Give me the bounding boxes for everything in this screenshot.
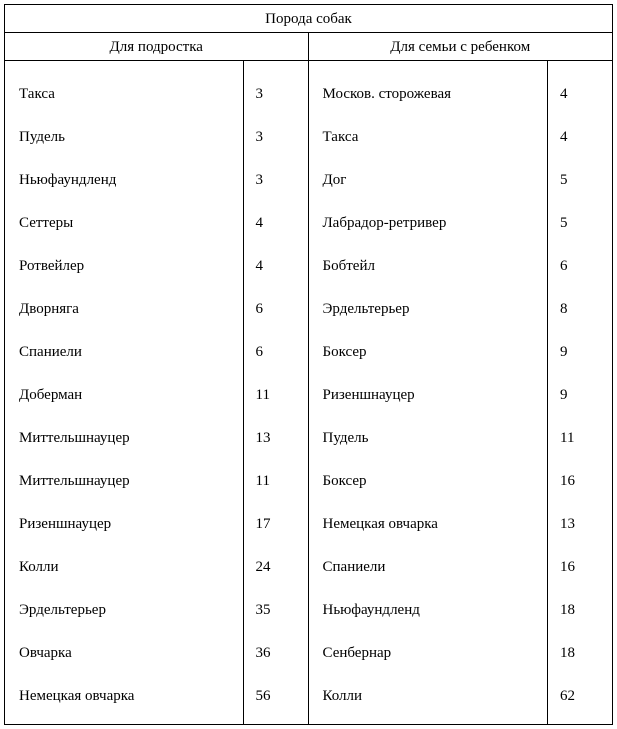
table-body: ТаксаПудельНьюфаундлендСеттерыРотвейлерД… (5, 61, 612, 724)
breed-name-cell: Боксер (323, 331, 548, 374)
breed-value-cell: 3 (256, 159, 308, 202)
breed-name-cell: Немецкая овчарка (19, 675, 243, 718)
breed-value-cell: 5 (560, 159, 612, 202)
breed-value-cell: 13 (560, 503, 612, 546)
breed-name-cell: Ротвейлер (19, 245, 243, 288)
breed-value-cell: 11 (256, 374, 308, 417)
breed-name-cell: Лабрадор-ретривер (323, 202, 548, 245)
breed-name-cell: Пудель (323, 417, 548, 460)
breed-name-cell: Дворняга (19, 288, 243, 331)
breed-name-cell: Ньюфаундленд (323, 589, 548, 632)
breed-value-cell: 5 (560, 202, 612, 245)
breed-name-cell: Миттельшнауцер (19, 417, 243, 460)
breed-name-cell: Боксер (323, 460, 548, 503)
breed-value-cell: 4 (560, 73, 612, 116)
breed-value-cell: 4 (256, 245, 308, 288)
breed-value-cell: 35 (256, 589, 308, 632)
breed-name-cell: Миттельшнауцер (19, 460, 243, 503)
left-column-group: ТаксаПудельНьюфаундлендСеттерыРотвейлерД… (5, 61, 309, 724)
breed-value-cell: 6 (560, 245, 612, 288)
breed-name-cell: Ризеншнауцер (323, 374, 548, 417)
breed-value-cell: 16 (560, 546, 612, 589)
right-breed-names-column: Москов. сторожеваяТаксаДогЛабрадор-ретри… (309, 61, 549, 724)
breed-value-cell: 16 (560, 460, 612, 503)
breed-name-cell: Пудель (19, 116, 243, 159)
breed-name-cell: Сенбернар (323, 632, 548, 675)
breed-name-cell: Немецкая овчарка (323, 503, 548, 546)
breed-name-cell: Колли (323, 675, 548, 718)
breed-value-cell: 6 (256, 331, 308, 374)
breed-value-cell: 18 (560, 632, 612, 675)
breed-name-cell: Бобтейл (323, 245, 548, 288)
breed-name-cell: Сеттеры (19, 202, 243, 245)
breed-value-cell: 24 (256, 546, 308, 589)
breed-value-cell: 3 (256, 73, 308, 116)
breed-value-cell: 62 (560, 675, 612, 718)
breed-value-cell: 9 (560, 374, 612, 417)
breed-name-cell: Овчарка (19, 632, 243, 675)
breed-name-cell: Такса (19, 73, 243, 116)
breed-name-cell: Колли (19, 546, 243, 589)
right-values-column: 4455689911161316181862 (548, 61, 612, 724)
right-column-header: Для семьи с ребенком (309, 33, 613, 60)
breed-value-cell: 13 (256, 417, 308, 460)
breed-value-cell: 18 (560, 589, 612, 632)
breed-name-cell: Спаниели (323, 546, 548, 589)
breed-name-cell: Эрдельтерьер (19, 589, 243, 632)
breed-name-cell: Такса (323, 116, 548, 159)
table-subheader-row: Для подростка Для семьи с ребенком (5, 33, 612, 61)
breed-value-cell: 4 (256, 202, 308, 245)
breed-value-cell: 4 (560, 116, 612, 159)
breed-value-cell: 6 (256, 288, 308, 331)
breed-name-cell: Доберман (19, 374, 243, 417)
dog-breed-table: Порода собак Для подростка Для семьи с р… (4, 4, 613, 725)
breed-name-cell: Эрдельтерьер (323, 288, 548, 331)
table-title: Порода собак (5, 5, 612, 33)
breed-value-cell: 8 (560, 288, 612, 331)
breed-value-cell: 9 (560, 331, 612, 374)
breed-value-cell: 3 (256, 116, 308, 159)
right-column-group: Москов. сторожеваяТаксаДогЛабрадор-ретри… (309, 61, 613, 724)
left-breed-names-column: ТаксаПудельНьюфаундлендСеттерыРотвейлерД… (5, 61, 244, 724)
breed-name-cell: Дог (323, 159, 548, 202)
left-column-header: Для подростка (5, 33, 309, 60)
left-values-column: 33344661113111724353656 (244, 61, 308, 724)
breed-value-cell: 17 (256, 503, 308, 546)
breed-name-cell: Ньюфаундленд (19, 159, 243, 202)
breed-value-cell: 56 (256, 675, 308, 718)
breed-value-cell: 11 (560, 417, 612, 460)
breed-name-cell: Москов. сторожевая (323, 73, 548, 116)
breed-value-cell: 36 (256, 632, 308, 675)
breed-name-cell: Ризеншнауцер (19, 503, 243, 546)
breed-name-cell: Спаниели (19, 331, 243, 374)
breed-value-cell: 11 (256, 460, 308, 503)
